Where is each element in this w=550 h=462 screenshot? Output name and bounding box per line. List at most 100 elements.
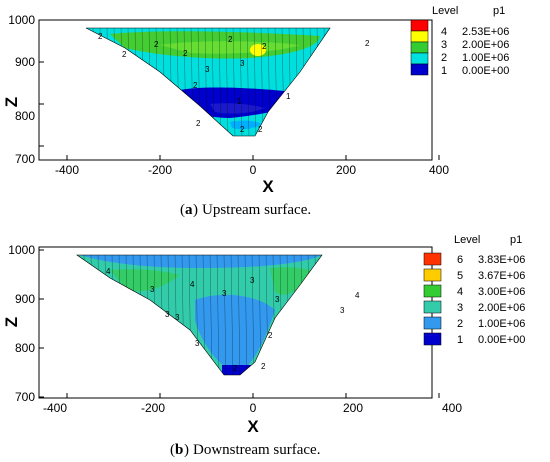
y-tick-label: 800 bbox=[15, 341, 35, 355]
legend-swatch bbox=[423, 252, 442, 266]
legend-swatch bbox=[423, 332, 442, 346]
legend-value: 2.53E+06 bbox=[462, 26, 509, 38]
legend-level: 2 bbox=[457, 318, 463, 330]
legend-swatch bbox=[410, 30, 429, 43]
panel-b: 4 3 3 3 4 3 3 3 3 4 3 2 2 2 1000 900 800… bbox=[2, 234, 525, 458]
legend-level: 1 bbox=[441, 65, 447, 77]
y-tick-label: 700 bbox=[15, 152, 35, 166]
mesh-line bbox=[230, 255, 234, 375]
mesh-line bbox=[209, 255, 213, 375]
contour-label: 1 bbox=[237, 97, 242, 106]
x-tick-label: 0 bbox=[250, 163, 257, 177]
contour-label: 3 bbox=[340, 306, 345, 315]
contour-label: 3 bbox=[240, 59, 245, 68]
x-axis-title: X bbox=[247, 417, 259, 436]
mesh-line bbox=[246, 28, 250, 136]
legend-swatch bbox=[423, 284, 442, 298]
y-tick-label: 800 bbox=[15, 109, 35, 123]
legend-value: 3.00E+06 bbox=[478, 286, 525, 298]
legend-level: 6 bbox=[457, 254, 463, 266]
contour-label: 2 bbox=[268, 331, 273, 340]
x-tick-label: 200 bbox=[336, 163, 356, 177]
contour-label: 3 bbox=[195, 339, 200, 348]
mesh-line bbox=[244, 255, 248, 375]
x-tick-label: -400 bbox=[43, 401, 67, 415]
contour-label: 2 bbox=[262, 42, 267, 51]
contour-label: 4 bbox=[355, 291, 360, 300]
y-axis-title: Z bbox=[2, 317, 21, 327]
contour-label: 2 bbox=[122, 50, 127, 59]
y-axis-title: Z bbox=[2, 97, 21, 107]
contour-label: 3 bbox=[275, 295, 280, 304]
x-axis-a: -400 -200 0 200 400 X bbox=[55, 155, 449, 196]
mesh-line bbox=[251, 255, 255, 375]
legend-level: 1 bbox=[457, 334, 463, 346]
contour-label: 1 bbox=[286, 92, 291, 101]
legend-value: 0.00E+00 bbox=[478, 334, 525, 346]
legend-level: 3 bbox=[441, 39, 447, 51]
legend-b: Level p1 6 3.83E+06 5 3.67E+06 4 3.00E+0… bbox=[423, 234, 525, 346]
y-tick-label: 1000 bbox=[8, 13, 35, 27]
y-tick-label: 900 bbox=[15, 292, 35, 306]
caption-panel-label: a bbox=[185, 202, 193, 218]
caption-paren-close: ) bbox=[184, 442, 189, 458]
x-tick-label: -200 bbox=[148, 163, 172, 177]
contour-label: 4 bbox=[190, 280, 195, 289]
legend-level: 4 bbox=[441, 26, 447, 38]
x-tick-label: 400 bbox=[429, 163, 449, 177]
contour-label: 3 bbox=[165, 310, 170, 319]
x-axis-b: -400 -200 0 200 400 X bbox=[43, 393, 462, 436]
legend-value: 3.83E+06 bbox=[478, 254, 525, 266]
mesh-line bbox=[216, 255, 220, 375]
legend-swatch bbox=[410, 52, 429, 65]
contour-label: 2 bbox=[98, 32, 103, 41]
caption-paren-open: ( bbox=[180, 202, 185, 218]
contour-label: 2 bbox=[261, 362, 266, 371]
contour-label: 2 bbox=[228, 35, 233, 44]
x-axis-title: X bbox=[262, 177, 274, 196]
contour-label: 3 bbox=[175, 313, 180, 322]
contour-label: 2 bbox=[258, 125, 263, 134]
legend-swatch bbox=[423, 300, 442, 314]
panel-a: 2 2 2 2 2 2 2 3 3 2 1 1 2 2 2 1000 900 8… bbox=[2, 5, 509, 218]
mesh-line bbox=[253, 28, 257, 136]
contour-labels-b: 4 3 3 3 4 3 3 3 3 4 3 2 2 2 bbox=[106, 267, 360, 373]
legend-title-level: Level bbox=[432, 5, 458, 17]
legend-value: 0.00E+00 bbox=[462, 65, 509, 77]
caption-text: Upstream surface. bbox=[202, 202, 311, 218]
y-tick-label: 700 bbox=[15, 390, 35, 404]
legend-level: 5 bbox=[457, 270, 463, 282]
legend-title-var: p1 bbox=[493, 5, 505, 17]
mesh-line bbox=[223, 255, 227, 375]
legend-level: 4 bbox=[457, 286, 463, 298]
legend-title-var: p1 bbox=[510, 234, 522, 246]
x-tick-label: 200 bbox=[343, 401, 363, 415]
caption-text: Downstream surface. bbox=[193, 442, 320, 458]
contour-label: 2 bbox=[240, 125, 245, 134]
mesh-line bbox=[232, 28, 236, 136]
mesh-line bbox=[218, 28, 222, 136]
legend-value: 1.00E+06 bbox=[478, 318, 525, 330]
legend-level: 3 bbox=[457, 302, 463, 314]
contour-labels-a: 2 2 2 2 2 2 2 3 3 2 1 1 2 2 2 bbox=[98, 32, 370, 134]
legend-value: 2.00E+06 bbox=[462, 39, 509, 51]
legend-swatch-top bbox=[410, 19, 429, 32]
x-tick-label: 0 bbox=[250, 401, 257, 415]
y-axis-b: 1000 900 800 700 Z bbox=[2, 243, 44, 404]
contour-label: 2 bbox=[365, 39, 370, 48]
x-tick-label: -400 bbox=[55, 163, 79, 177]
mesh-line bbox=[239, 28, 243, 136]
caption-paren-open: ( bbox=[170, 442, 175, 458]
legend-value: 2.00E+06 bbox=[478, 302, 525, 314]
mesh-line bbox=[237, 255, 241, 375]
legend-swatch bbox=[410, 41, 429, 54]
mesh-line bbox=[225, 28, 229, 136]
y-axis-a: 1000 900 800 700 Z bbox=[2, 13, 44, 166]
contour-label: 3 bbox=[205, 65, 210, 74]
legend-value: 3.67E+06 bbox=[478, 270, 525, 282]
x-tick-label: 400 bbox=[442, 401, 462, 415]
legend-level: 2 bbox=[441, 52, 447, 64]
contour-label: 2 bbox=[183, 49, 188, 58]
legend-swatch bbox=[423, 268, 442, 282]
